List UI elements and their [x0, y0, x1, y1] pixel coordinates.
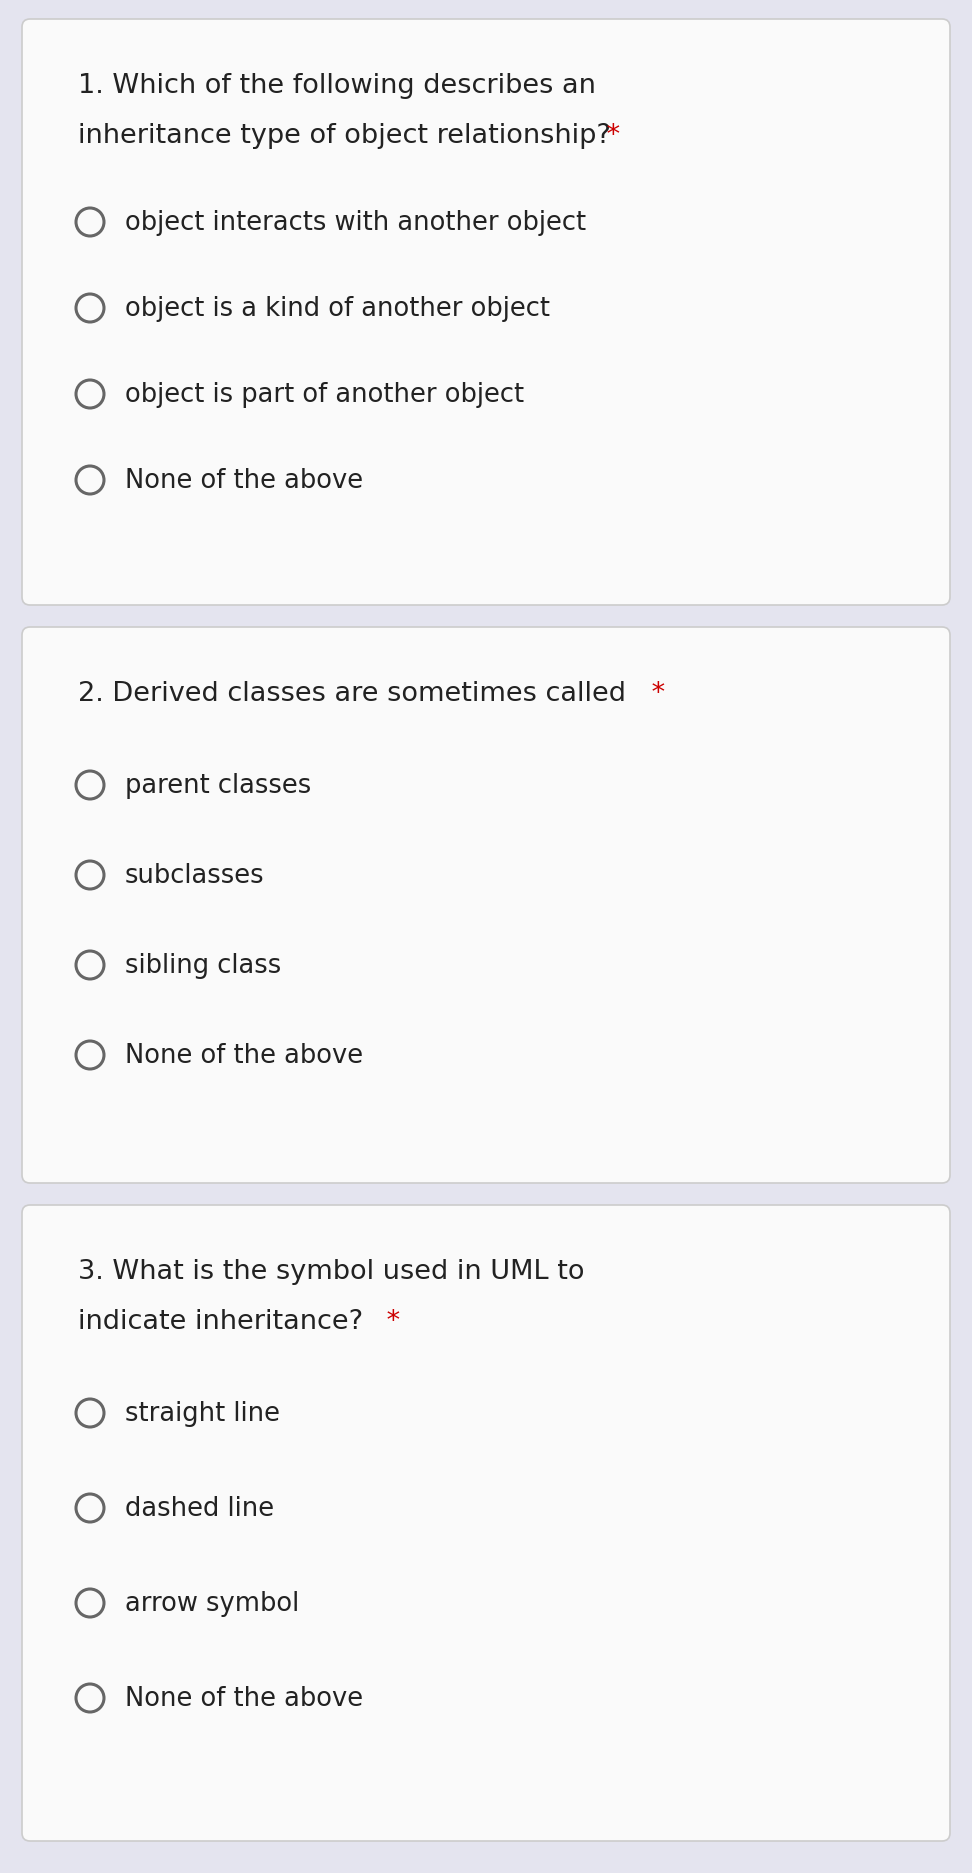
Text: subclasses: subclasses [125, 863, 264, 888]
Text: object is part of another object: object is part of another object [125, 382, 524, 408]
Text: parent classes: parent classes [125, 772, 311, 798]
Text: indicate inheritance?: indicate inheritance? [78, 1309, 364, 1334]
Text: None of the above: None of the above [125, 1043, 364, 1068]
Text: sibling class: sibling class [125, 953, 281, 978]
Text: *: * [378, 1309, 400, 1334]
Text: arrow symbol: arrow symbol [125, 1590, 299, 1616]
Text: dashed line: dashed line [125, 1495, 274, 1521]
Text: None of the above: None of the above [125, 1686, 364, 1712]
FancyBboxPatch shape [22, 21, 950, 605]
Text: inheritance type of object relationship?: inheritance type of object relationship? [78, 124, 610, 150]
Text: object is a kind of another object: object is a kind of another object [125, 296, 550, 322]
Text: *: * [643, 680, 665, 706]
Text: 1. Which of the following describes an: 1. Which of the following describes an [78, 73, 596, 99]
Text: None of the above: None of the above [125, 468, 364, 494]
FancyBboxPatch shape [22, 627, 950, 1184]
Text: object interacts with another object: object interacts with another object [125, 210, 586, 236]
Text: *: * [598, 124, 620, 150]
FancyBboxPatch shape [22, 1206, 950, 1841]
Text: 2. Derived classes are sometimes called: 2. Derived classes are sometimes called [78, 680, 626, 706]
Text: 3. What is the symbol used in UML to: 3. What is the symbol used in UML to [78, 1259, 584, 1285]
Text: straight line: straight line [125, 1401, 280, 1425]
